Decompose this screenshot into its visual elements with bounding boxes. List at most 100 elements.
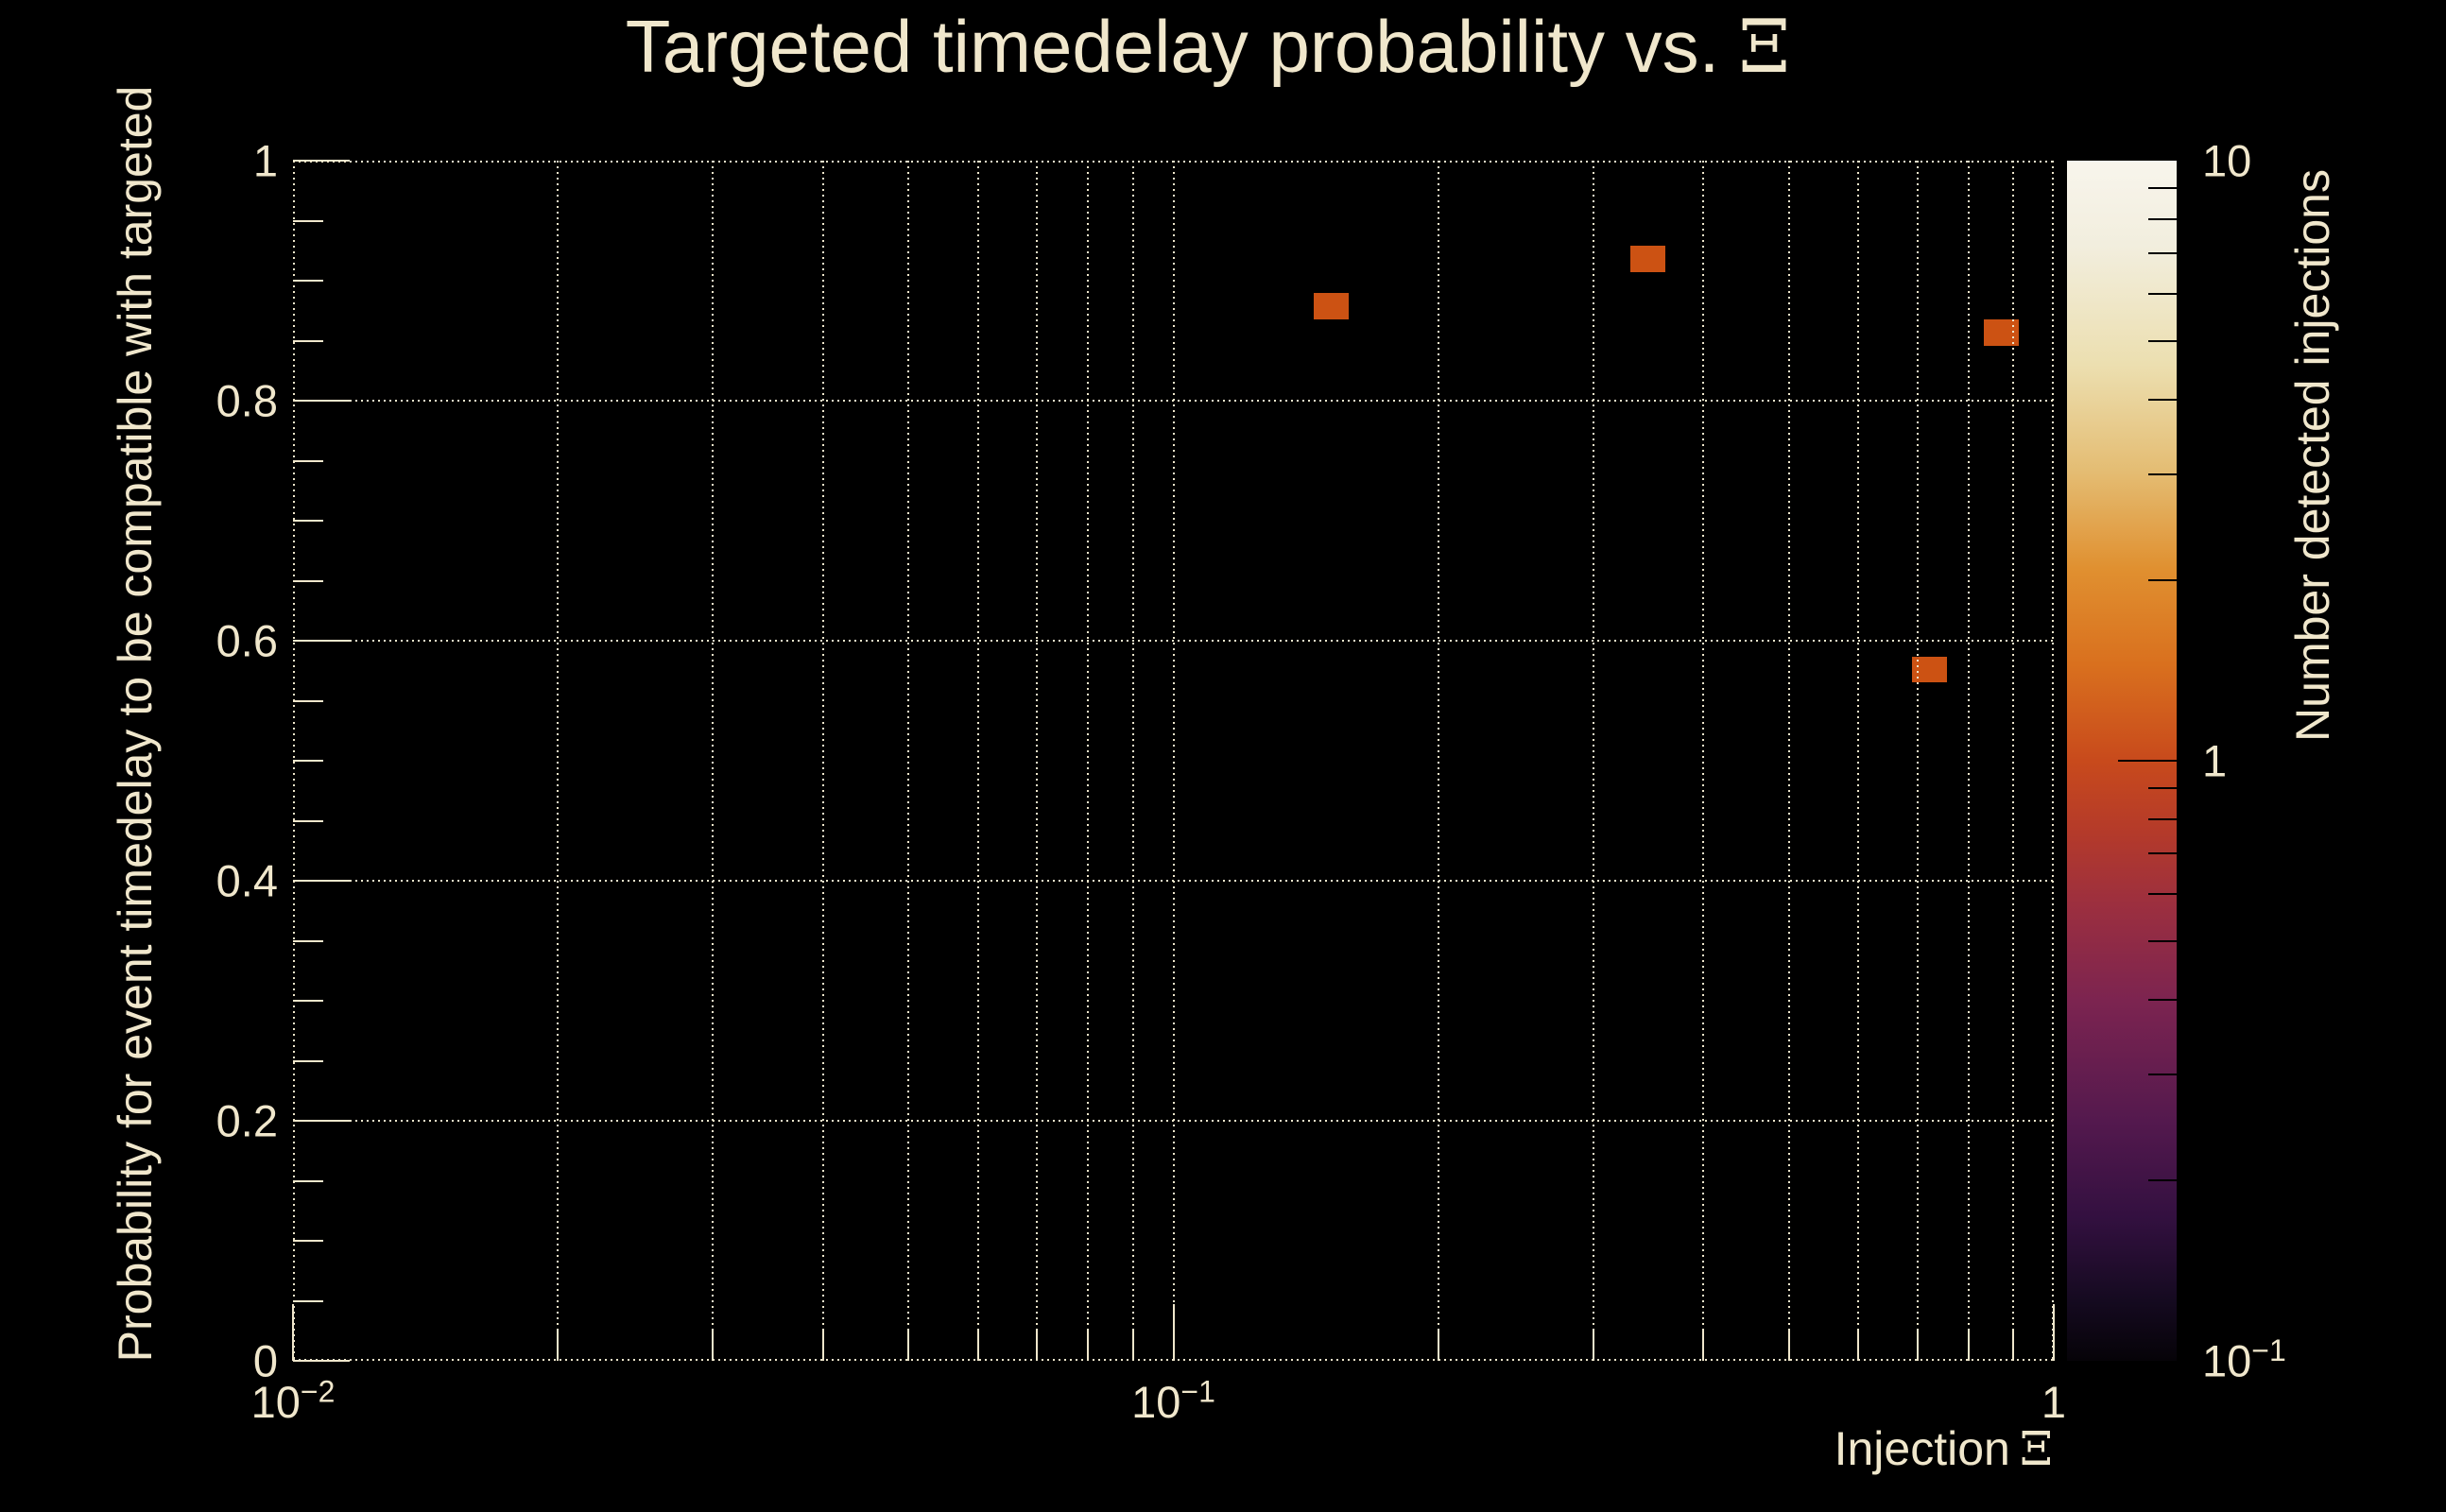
colorbar-minor-tick bbox=[2148, 940, 2177, 943]
y-axis-minor-tick bbox=[293, 699, 323, 702]
y-axis-minor-tick bbox=[293, 459, 323, 462]
colorbar-minor-tick bbox=[2148, 252, 2177, 255]
y-tick-label: 0 bbox=[252, 1335, 278, 1386]
gridline-x-minor bbox=[1702, 161, 1705, 1361]
x-axis-minor-tick bbox=[976, 1331, 979, 1361]
colorbar-minor-tick bbox=[2148, 787, 2177, 790]
x-tick-label: 10−1 bbox=[1131, 1374, 1215, 1427]
colorbar-title: Number detected injections bbox=[2286, 169, 2339, 742]
gridline-x-minor bbox=[907, 161, 910, 1361]
colorbar-minor-tick bbox=[2148, 1178, 2177, 1181]
gridline-x-minor bbox=[557, 161, 560, 1361]
colorbar-minor-tick bbox=[2148, 217, 2177, 220]
gridline-x-minor bbox=[1967, 161, 1970, 1361]
x-axis-major-tick bbox=[1172, 1304, 1175, 1361]
y-axis-major-tick bbox=[293, 1360, 350, 1362]
gridline-x-minor bbox=[821, 161, 824, 1361]
gridline-y-major bbox=[293, 1120, 2054, 1122]
x-axis-minor-tick bbox=[1131, 1331, 1134, 1361]
colorbar-minor-tick bbox=[2148, 578, 2177, 581]
colorbar-minor-tick bbox=[2148, 340, 2177, 343]
y-axis-minor-tick bbox=[293, 1000, 323, 1002]
y-axis-minor-tick bbox=[293, 339, 323, 342]
x-axis-minor-tick bbox=[2012, 1331, 2015, 1361]
chart-title: Targeted timedelay probability vs. Ξ bbox=[0, 4, 2416, 90]
y-axis-minor-tick bbox=[293, 1059, 323, 1062]
colorbar-minor-tick bbox=[2148, 998, 2177, 1001]
y-axis-minor-tick bbox=[293, 1179, 323, 1182]
x-axis-major-tick bbox=[2053, 1304, 2055, 1361]
frame-top-edge bbox=[293, 161, 2054, 163]
gridline-y-major bbox=[293, 400, 2054, 402]
y-axis-major-tick bbox=[293, 640, 350, 642]
x-axis-minor-tick bbox=[1967, 1331, 1970, 1361]
x-axis-minor-tick bbox=[1916, 1331, 1919, 1361]
y-axis-minor-tick bbox=[293, 1240, 323, 1242]
y-axis-minor-tick bbox=[293, 520, 323, 522]
data-point bbox=[1313, 292, 1349, 319]
xi-symbol: Ξ bbox=[1738, 5, 1791, 90]
x-axis-minor-tick bbox=[1702, 1331, 1705, 1361]
colorbar-tick-label: 10 bbox=[2202, 135, 2252, 186]
colorbar-minor-tick bbox=[2148, 398, 2177, 401]
gridline-x-minor bbox=[976, 161, 979, 1361]
y-axis-minor-tick bbox=[293, 280, 323, 282]
gridline-x-minor bbox=[1437, 161, 1439, 1361]
colorbar-minor-tick bbox=[2148, 187, 2177, 190]
y-tick-label: 0.2 bbox=[215, 1095, 278, 1146]
colorbar-minor-tick bbox=[2148, 1074, 2177, 1076]
colorbar-minor-tick bbox=[2148, 852, 2177, 855]
y-axis-minor-tick bbox=[293, 219, 323, 222]
y-axis-minor-tick bbox=[293, 1299, 323, 1302]
colorbar-minor-tick bbox=[2148, 817, 2177, 820]
plot-frame bbox=[292, 160, 2055, 1362]
y-axis-major-tick bbox=[293, 880, 350, 882]
colorbar-tick-label: 10−1 bbox=[2202, 1332, 2286, 1386]
y-tick-label: 0.8 bbox=[215, 375, 278, 426]
x-axis-minor-tick bbox=[1437, 1331, 1439, 1361]
x-axis-minor-tick bbox=[907, 1331, 910, 1361]
x-axis-title-text: Injection bbox=[1834, 1422, 2010, 1475]
xi-symbol: Ξ bbox=[2019, 1421, 2053, 1476]
x-tick-label: 1 bbox=[2041, 1377, 2067, 1427]
gridline-x-minor bbox=[1592, 161, 1594, 1361]
gridline-x-minor bbox=[1087, 161, 1090, 1361]
gridline-x-minor bbox=[1857, 161, 1860, 1361]
gridline-y-major bbox=[293, 640, 2054, 642]
y-axis-minor-tick bbox=[293, 579, 323, 582]
x-axis-minor-tick bbox=[712, 1331, 715, 1361]
y-axis-major-tick bbox=[293, 400, 350, 402]
x-axis-minor-tick bbox=[1087, 1331, 1090, 1361]
y-tick-label: 1 bbox=[252, 135, 278, 186]
x-axis-title: Injection Ξ bbox=[1834, 1421, 2053, 1476]
x-axis-minor-tick bbox=[1592, 1331, 1594, 1361]
colorbar-tick-label: 1 bbox=[2202, 735, 2228, 786]
data-point bbox=[1630, 246, 1666, 273]
x-tick-label: 10−2 bbox=[250, 1374, 336, 1427]
y-axis-minor-tick bbox=[293, 760, 323, 762]
x-axis-minor-tick bbox=[1787, 1331, 1790, 1361]
y-axis-title: Probability for event timedelay to be co… bbox=[109, 85, 162, 1363]
gridline-x-minor bbox=[1787, 161, 1790, 1361]
gridline-x-minor bbox=[1131, 161, 1134, 1361]
x-axis-minor-tick bbox=[557, 1331, 560, 1361]
y-axis-minor-tick bbox=[293, 939, 323, 942]
colorbar-minor-tick bbox=[2148, 292, 2177, 295]
gridline-x-minor bbox=[712, 161, 715, 1361]
y-axis-major-tick bbox=[293, 160, 350, 162]
gridline-x-major bbox=[1172, 161, 1175, 1361]
chart-title-text: Targeted timedelay probability vs. bbox=[625, 5, 1720, 88]
gridline-y-major bbox=[293, 880, 2054, 882]
gridline-x-minor bbox=[2012, 161, 2015, 1361]
y-axis-major-tick bbox=[293, 1120, 350, 1122]
colorbar-major-tick bbox=[2118, 760, 2177, 762]
x-axis-major-tick bbox=[292, 1304, 294, 1361]
y-tick-label: 0.4 bbox=[215, 855, 278, 906]
y-tick-label: 0.6 bbox=[215, 615, 278, 666]
gridline-x-minor bbox=[1036, 161, 1039, 1361]
frame-right-edge bbox=[2052, 161, 2054, 1361]
colorbar-minor-tick bbox=[2148, 473, 2177, 476]
gridline-x-minor bbox=[1916, 161, 1919, 1361]
y-axis-minor-tick bbox=[293, 819, 323, 822]
